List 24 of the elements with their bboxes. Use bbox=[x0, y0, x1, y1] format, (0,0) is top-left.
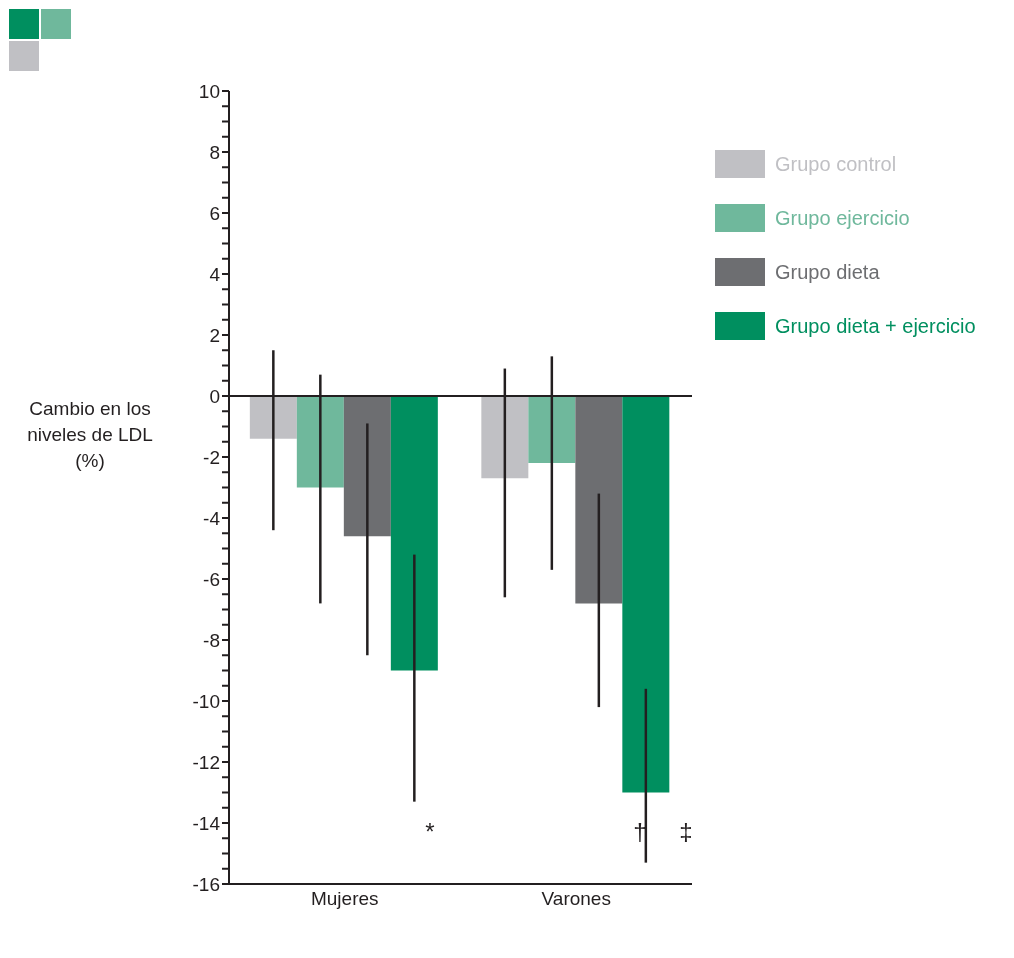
x-tick-label: Mujeres bbox=[310, 888, 379, 910]
y-axis-title: Cambio en los niveles de LDL (%) bbox=[26, 397, 154, 473]
legend-label: Grupo dieta + ejercicio bbox=[775, 314, 976, 338]
y-tick-label: 2 bbox=[209, 324, 220, 346]
y-tick-label: 4 bbox=[209, 263, 221, 285]
y-tick-label: -16 bbox=[192, 873, 220, 895]
annotation: † bbox=[632, 817, 648, 847]
y-tick-label: -2 bbox=[203, 446, 220, 468]
legend-label: Grupo ejercicio bbox=[775, 206, 910, 230]
legend-label: Grupo dieta bbox=[775, 260, 880, 284]
annotation: * bbox=[424, 817, 436, 847]
annotation: ‡ bbox=[678, 817, 694, 847]
y-tick-label: -14 bbox=[192, 812, 221, 834]
y-tick-label: -12 bbox=[192, 751, 220, 773]
y-tick-label: 8 bbox=[209, 141, 220, 163]
y-tick-label: 0 bbox=[209, 385, 220, 407]
legend-label: Grupo control bbox=[775, 152, 897, 176]
y-tick-label: -6 bbox=[203, 568, 220, 590]
y-tick-label: -4 bbox=[203, 507, 221, 529]
y-tick-label: -8 bbox=[203, 629, 220, 651]
y-tick-label: 6 bbox=[209, 202, 220, 224]
y-tick-label: 10 bbox=[198, 80, 220, 102]
x-tick-label: Varones bbox=[541, 888, 611, 910]
y-tick-label: -10 bbox=[192, 690, 220, 712]
